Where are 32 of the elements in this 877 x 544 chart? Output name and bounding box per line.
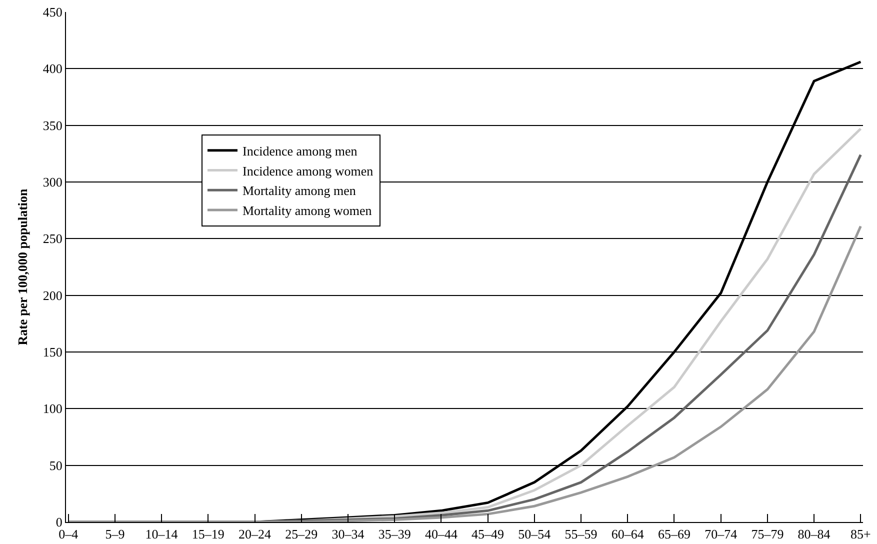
legend-label: Mortality among men: [242, 183, 356, 198]
y-tick-label: 300: [42, 174, 62, 190]
x-tick-label: 70–74: [704, 526, 738, 542]
x-tick-label: 15–19: [192, 526, 224, 542]
x-tick-label: 25–29: [285, 526, 318, 542]
y-tick-label: 400: [42, 61, 62, 76]
y-axis-title: Rate per 100,000 population: [14, 188, 30, 346]
y-tick-label: 250: [42, 231, 62, 246]
y-tick-label: 450: [42, 4, 62, 20]
x-tick-label: 20–24: [238, 526, 272, 542]
x-tick-label: 60–64: [611, 526, 644, 542]
y-tick-label: 100: [42, 401, 62, 416]
x-tick-label: 45–49: [472, 526, 504, 542]
x-tick-label: 55–59: [564, 526, 598, 542]
legend-label: Incidence among women: [242, 163, 374, 178]
legend-label: Mortality among women: [242, 203, 372, 218]
x-tick-label: 5–9: [105, 526, 125, 542]
x-tick-label: 30–34: [332, 526, 365, 542]
y-tick-label: 350: [42, 118, 62, 133]
y-tick-label: 200: [42, 288, 62, 303]
y-tick-label: 50: [49, 458, 62, 473]
x-tick-label: 40–44: [424, 526, 458, 542]
x-tick-label: 85+: [850, 526, 871, 542]
line-series: [67, 224, 862, 522]
x-tick-label: 50–54: [518, 526, 552, 542]
x-tick-label: 35–39: [378, 526, 411, 542]
x-tick-label: 10–14: [145, 526, 178, 542]
legend-label: Incidence among men: [242, 143, 358, 158]
x-tick-label: 65–69: [658, 526, 690, 542]
x-tick-label: 80–84: [798, 526, 831, 542]
y-tick-label: 150: [42, 344, 62, 360]
x-tick-label: 75–79: [751, 526, 784, 542]
